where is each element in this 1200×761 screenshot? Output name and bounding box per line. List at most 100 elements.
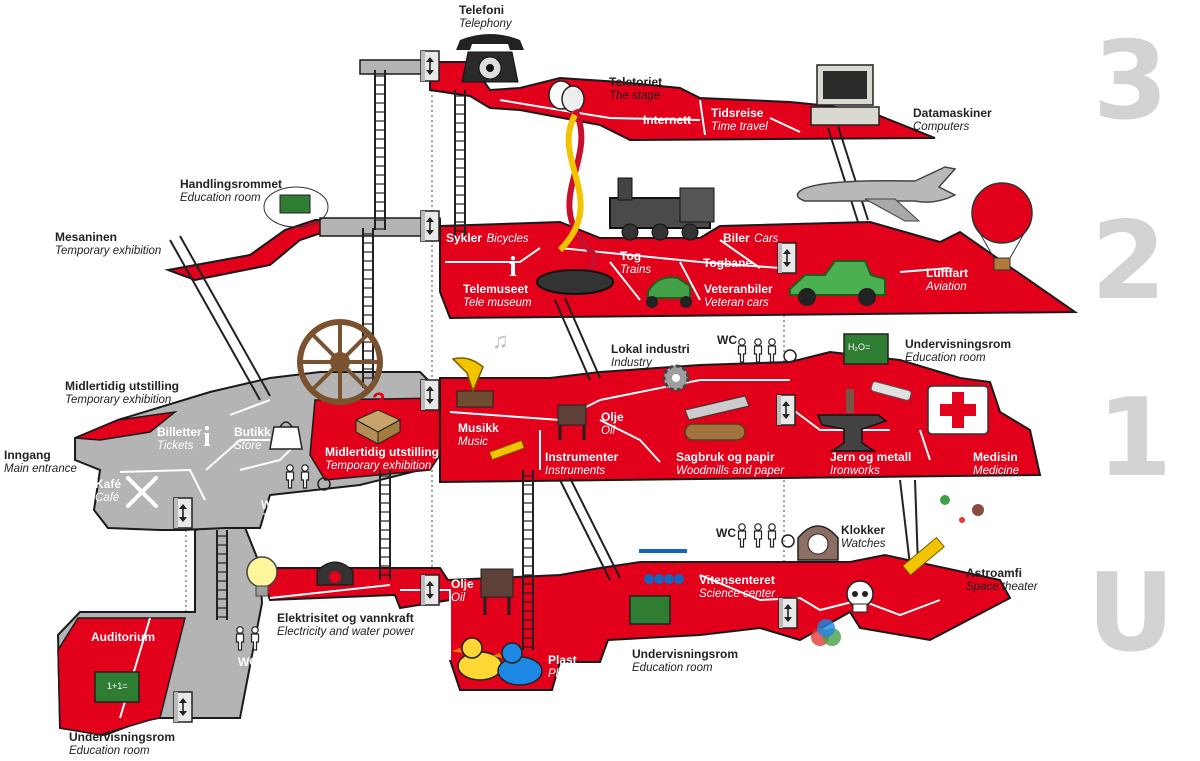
saw-icon xyxy=(684,395,750,441)
label-en: Café xyxy=(95,491,120,504)
label-sagbruk[interactable]: Sagbruk og papir Woodmills and paper xyxy=(676,450,784,478)
label-no: Auditorium xyxy=(91,630,155,644)
label-en: Tickets xyxy=(157,439,194,452)
label-auditorium[interactable]: Auditorium xyxy=(91,630,155,645)
label-teletoriet[interactable]: Teletoriet The stage xyxy=(609,75,663,103)
label-no: Teletoriet xyxy=(609,75,663,89)
planets-icon xyxy=(940,495,984,523)
label-sykler[interactable]: Sykler Bicycles xyxy=(446,229,529,247)
label-en: Temporary exhibition xyxy=(325,459,432,472)
scooter-icon xyxy=(646,276,692,308)
label-luftfart[interactable]: Luftfart Aviation xyxy=(926,266,968,294)
chalkboard-text: H₂O= xyxy=(848,342,870,352)
label-no: Kafé xyxy=(95,477,122,491)
label-no: Togbane xyxy=(703,256,753,270)
floor-number: 2 xyxy=(1091,199,1167,324)
water-wheel-icon xyxy=(297,319,383,405)
label-no: Undervisningsrom xyxy=(905,337,1012,351)
label-instrumenter[interactable]: Instrumenter Instruments xyxy=(545,450,619,478)
label-olje-u[interactable]: Olje Oil xyxy=(451,577,474,605)
label-wc-floor1[interactable]: WC xyxy=(717,333,737,348)
steam-locomotive-icon xyxy=(609,177,715,241)
label-midlertidig-center[interactable]: Midlertidig utstilling Temporary exhibit… xyxy=(325,445,439,473)
label-togbane[interactable]: Togbane xyxy=(703,256,753,271)
elevator-icon xyxy=(420,574,440,606)
label-musikk[interactable]: Musikk Music xyxy=(458,421,499,449)
label-kafe[interactable]: Kafé Café xyxy=(95,477,122,505)
first-aid-icon xyxy=(927,385,989,435)
label-wc-u[interactable]: WC xyxy=(716,526,736,541)
label-no: Billetter xyxy=(157,425,202,439)
label-no: Telefoni xyxy=(459,3,505,17)
label-telefoni[interactable]: Telefoni Telephony xyxy=(459,3,512,31)
newtons-cradle-icon xyxy=(639,549,687,584)
label-undervisningsrom-u-left[interactable]: Undervisningsrom Education room xyxy=(69,730,175,758)
oil-pump-icon xyxy=(480,568,514,615)
cutlery-icon xyxy=(126,476,158,508)
label-en: Temporary exhibition xyxy=(65,393,172,406)
label-telemuseet[interactable]: Telemuseet Tele museum xyxy=(463,282,532,310)
label-vitensenteret[interactable]: Vitensenteret Science center xyxy=(699,573,775,601)
label-en: Education room xyxy=(632,661,713,674)
label-datamaskiner[interactable]: Datamaskiner Computers xyxy=(913,106,992,134)
floor-2 xyxy=(164,217,1079,320)
generator-icon xyxy=(316,561,354,586)
info-icon: i i xyxy=(203,252,517,453)
label-plast[interactable]: Plast Plastics xyxy=(548,653,588,681)
label-en: Store xyxy=(234,439,262,452)
telescope-icon xyxy=(902,536,945,576)
label-en: Education room xyxy=(180,191,261,204)
gramophone-icon xyxy=(451,357,494,408)
label-no: Medisin xyxy=(973,450,1018,464)
label-no: Midlertidig utstilling xyxy=(325,445,439,459)
label-mesaninen[interactable]: Mesaninen Temporary exhibition xyxy=(55,230,161,258)
svg-text:i: i xyxy=(509,252,517,283)
label-veteranbiler[interactable]: Veteranbiler Veteran cars xyxy=(704,282,773,310)
label-no: Handlingsrommet xyxy=(180,177,283,191)
label-inngang[interactable]: Inngang Main entrance xyxy=(4,448,77,476)
label-klokker[interactable]: Klokker Watches xyxy=(841,523,886,551)
rubber-duck-icon xyxy=(492,642,543,686)
elevator-icon xyxy=(173,691,193,723)
label-no: Musikk xyxy=(458,421,499,435)
label-internett[interactable]: Internett xyxy=(643,113,691,128)
label-en: Instruments xyxy=(545,464,606,477)
label-astroamfi[interactable]: Astroamfi Space theater xyxy=(966,566,1038,594)
label-elektrisitet[interactable]: Elektrisitet og vannkraft Electricity an… xyxy=(277,611,414,639)
label-biler[interactable]: Biler Cars xyxy=(723,229,778,247)
label-en: Medicine xyxy=(973,464,1020,477)
label-handlingsrommet[interactable]: Handlingsrommet Education room xyxy=(180,177,283,205)
label-no: Lokal industri xyxy=(611,342,690,356)
label-jern[interactable]: Jern og metall Ironworks xyxy=(830,450,911,478)
label-en: Bicycles xyxy=(486,233,529,245)
elevator-icon xyxy=(173,497,193,529)
label-no: Mesaninen xyxy=(55,230,118,244)
label-en: Music xyxy=(458,435,489,448)
label-no: Astroamfi xyxy=(966,566,1023,580)
label-tidsreise[interactable]: Tidsreise Time travel xyxy=(711,106,768,134)
label-no: Biler xyxy=(723,231,750,245)
label-en: The stage xyxy=(609,89,661,102)
label-no: WC xyxy=(238,655,258,669)
label-lokal-industri[interactable]: Lokal industri Industry xyxy=(611,342,690,370)
rgb-circles-icon xyxy=(811,619,841,646)
label-midlertidig-left[interactable]: Midlertidig utstilling Temporary exhibit… xyxy=(65,379,179,407)
label-no: Instrumenter xyxy=(545,450,619,464)
label-no: Vitensenteret xyxy=(699,573,775,587)
label-billetter[interactable]: Billetter Tickets xyxy=(157,425,202,453)
label-wc-garderobe[interactable]: WC og garderobe Toilets/wardrobe xyxy=(261,498,361,526)
label-butikk[interactable]: Butikk Store xyxy=(234,425,271,453)
label-wc-u-left[interactable]: WC xyxy=(238,655,258,670)
label-en: Education room xyxy=(69,744,150,757)
label-tog[interactable]: Tog Trains xyxy=(620,249,651,277)
label-en: Toilets/wardrobe xyxy=(261,512,345,525)
label-olje-floor1[interactable]: Olje Oil xyxy=(601,410,624,438)
chalkboard-text: 1+1= xyxy=(107,681,128,691)
svg-text:?: ? xyxy=(372,388,385,413)
label-undervisningsrom-floor1[interactable]: Undervisningsrom Education room xyxy=(905,337,1012,365)
label-no: Veteranbiler xyxy=(704,282,773,296)
label-undervisningsrom-u-center[interactable]: Undervisningsrom Education room xyxy=(632,647,738,675)
label-medisin[interactable]: Medisin Medicine xyxy=(973,450,1020,478)
computer-icon xyxy=(810,64,880,126)
